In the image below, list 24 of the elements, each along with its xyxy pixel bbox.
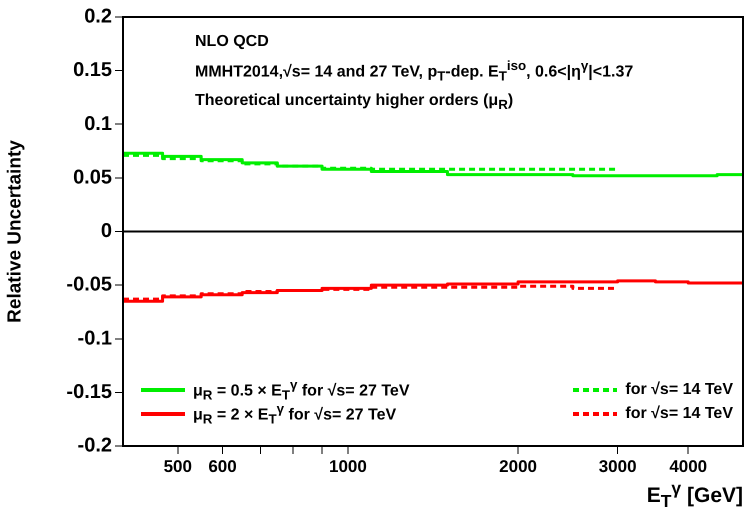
text: NLO QCD	[195, 32, 270, 52]
y-tick-label: -0.15	[66, 380, 112, 403]
x-tick-label: 500	[164, 456, 192, 476]
x-tick-label: 2000	[499, 456, 537, 476]
y-tick-label: 0.2	[84, 6, 112, 28]
y-tick-label: 0.15	[73, 59, 112, 82]
x-tick-label: 4000	[669, 456, 708, 476]
y-axis-title: Relative Uncertainty	[4, 140, 26, 323]
y-tick-label: 0.05	[73, 166, 112, 188]
x-tick-label: 600	[208, 456, 237, 476]
text: MMHT2014,√s= 14 and 27 TeV, p$_{T}$-dep. E$_{T}$$^{iso}$, 0.6<|η$^{γ}$|<1.37	[195, 57, 634, 86]
y-tick-label: 0	[100, 220, 112, 242]
x-axis-title: E$_{T}$$^{γ}$ [GeV]	[646, 478, 743, 512]
y-tick-label: -0.2	[78, 434, 112, 457]
y-tick-label: -0.1	[78, 327, 112, 350]
x-tick-label: 1000	[329, 456, 367, 476]
annotation: Theoretical uncertainty higher orders (μ$_{R}$)	[195, 90, 514, 114]
y-tick-label: -0.05	[66, 274, 112, 296]
legend-label: for √s= 14 TeV	[625, 381, 733, 399]
legend-label: μ$_{R}$ = 0.5 × E$_{T}$$^{γ}$ for √s= 27 TeV	[193, 377, 410, 403]
x-tick-label: 3000	[598, 456, 637, 476]
y-tick-label: 0.1	[84, 112, 112, 135]
legend-label: μ$_{R}$ = 2 × E$_{T}$$^{γ}$ for √s= 27 TeV	[193, 401, 396, 427]
legend-label: for √s= 14 TeV	[625, 405, 733, 423]
